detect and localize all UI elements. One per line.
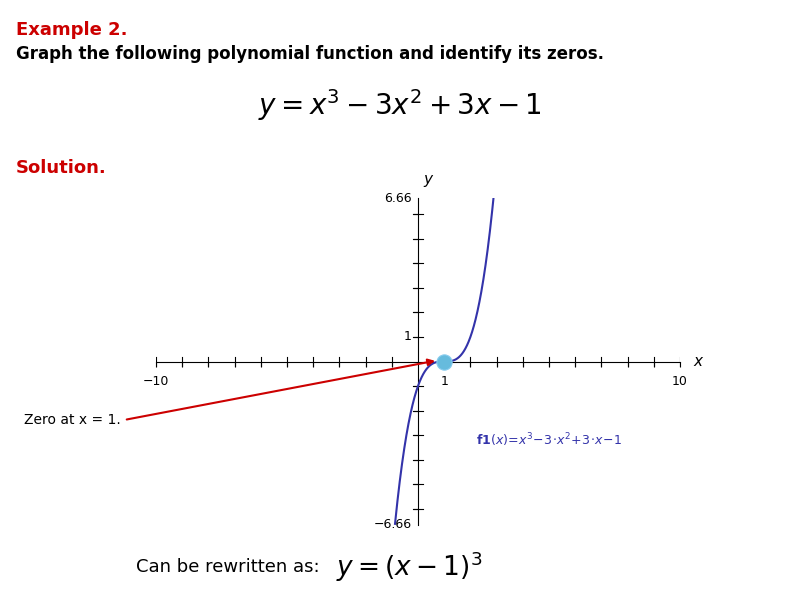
Text: −6.66: −6.66 <box>374 518 411 532</box>
Text: Solution.: Solution. <box>16 159 106 177</box>
Text: $\mathbf{f1}(x)\!=\!x^3\!-\!3\!\cdot\! x^2\!+\!3\!\cdot\! x\!-\!1$: $\mathbf{f1}(x)\!=\!x^3\!-\!3\!\cdot\! x… <box>476 431 622 449</box>
Text: Can be rewritten as:: Can be rewritten as: <box>136 558 320 576</box>
Text: 1: 1 <box>440 375 448 388</box>
Text: Graph the following polynomial function and identify its zeros.: Graph the following polynomial function … <box>16 45 604 63</box>
Text: −10: −10 <box>143 375 169 388</box>
Text: 1: 1 <box>403 331 411 343</box>
Text: Example 2.: Example 2. <box>16 21 127 39</box>
Text: y: y <box>423 172 432 187</box>
Text: $y = x^3 - 3x^2 + 3x - 1$: $y = x^3 - 3x^2 + 3x - 1$ <box>258 87 542 123</box>
Text: x: x <box>693 354 702 369</box>
Text: 10: 10 <box>672 375 688 388</box>
Text: 6.66: 6.66 <box>384 191 411 205</box>
Text: $y = (x - 1)^3$: $y = (x - 1)^3$ <box>336 550 482 584</box>
Text: Zero at x = 1.: Zero at x = 1. <box>24 413 121 427</box>
